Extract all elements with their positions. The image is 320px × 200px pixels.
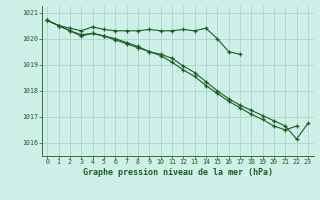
X-axis label: Graphe pression niveau de la mer (hPa): Graphe pression niveau de la mer (hPa) [83, 168, 273, 177]
